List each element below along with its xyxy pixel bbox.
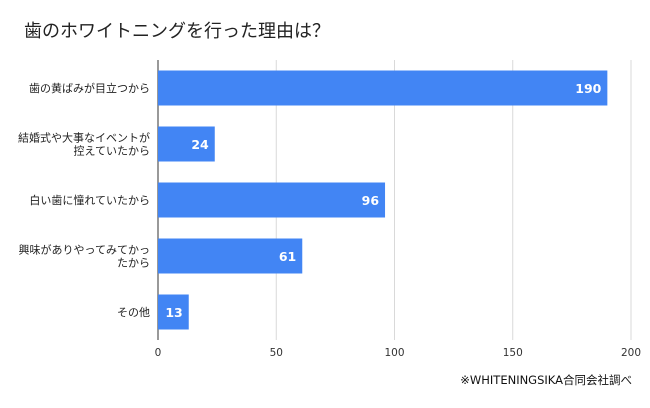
category-label: その他 (117, 306, 150, 319)
category-label: たから (117, 257, 150, 270)
bar (158, 238, 303, 274)
x-tick-label: 150 (503, 347, 523, 359)
chart-title: 歯のホワイトニングを行った理由は？ (24, 21, 330, 42)
x-tick-label: 200 (621, 347, 641, 359)
category-label: 興味がありやってみてかっ (19, 243, 150, 257)
x-tick-label: 50 (270, 347, 283, 359)
category-label: 結婚式や大事なイベントが (18, 131, 150, 145)
x-tick-label: 0 (155, 347, 162, 359)
category-label: 白い歯に憧れていたから (29, 193, 150, 207)
data-label: 24 (191, 137, 209, 152)
bar (158, 182, 386, 218)
category-label: 控えていたから (74, 144, 150, 158)
x-tick-label: 100 (384, 347, 404, 359)
bar (158, 126, 215, 162)
category-label: 歯の黄ばみが目立つから (29, 81, 150, 95)
data-label: 61 (279, 249, 296, 264)
bar (158, 70, 608, 106)
data-label: 190 (575, 81, 601, 96)
source-note: ※WHITENINGSIKA合同会社調べ (460, 373, 632, 387)
data-label: 13 (165, 305, 182, 320)
data-label: 96 (362, 193, 380, 208)
bar (158, 294, 189, 330)
